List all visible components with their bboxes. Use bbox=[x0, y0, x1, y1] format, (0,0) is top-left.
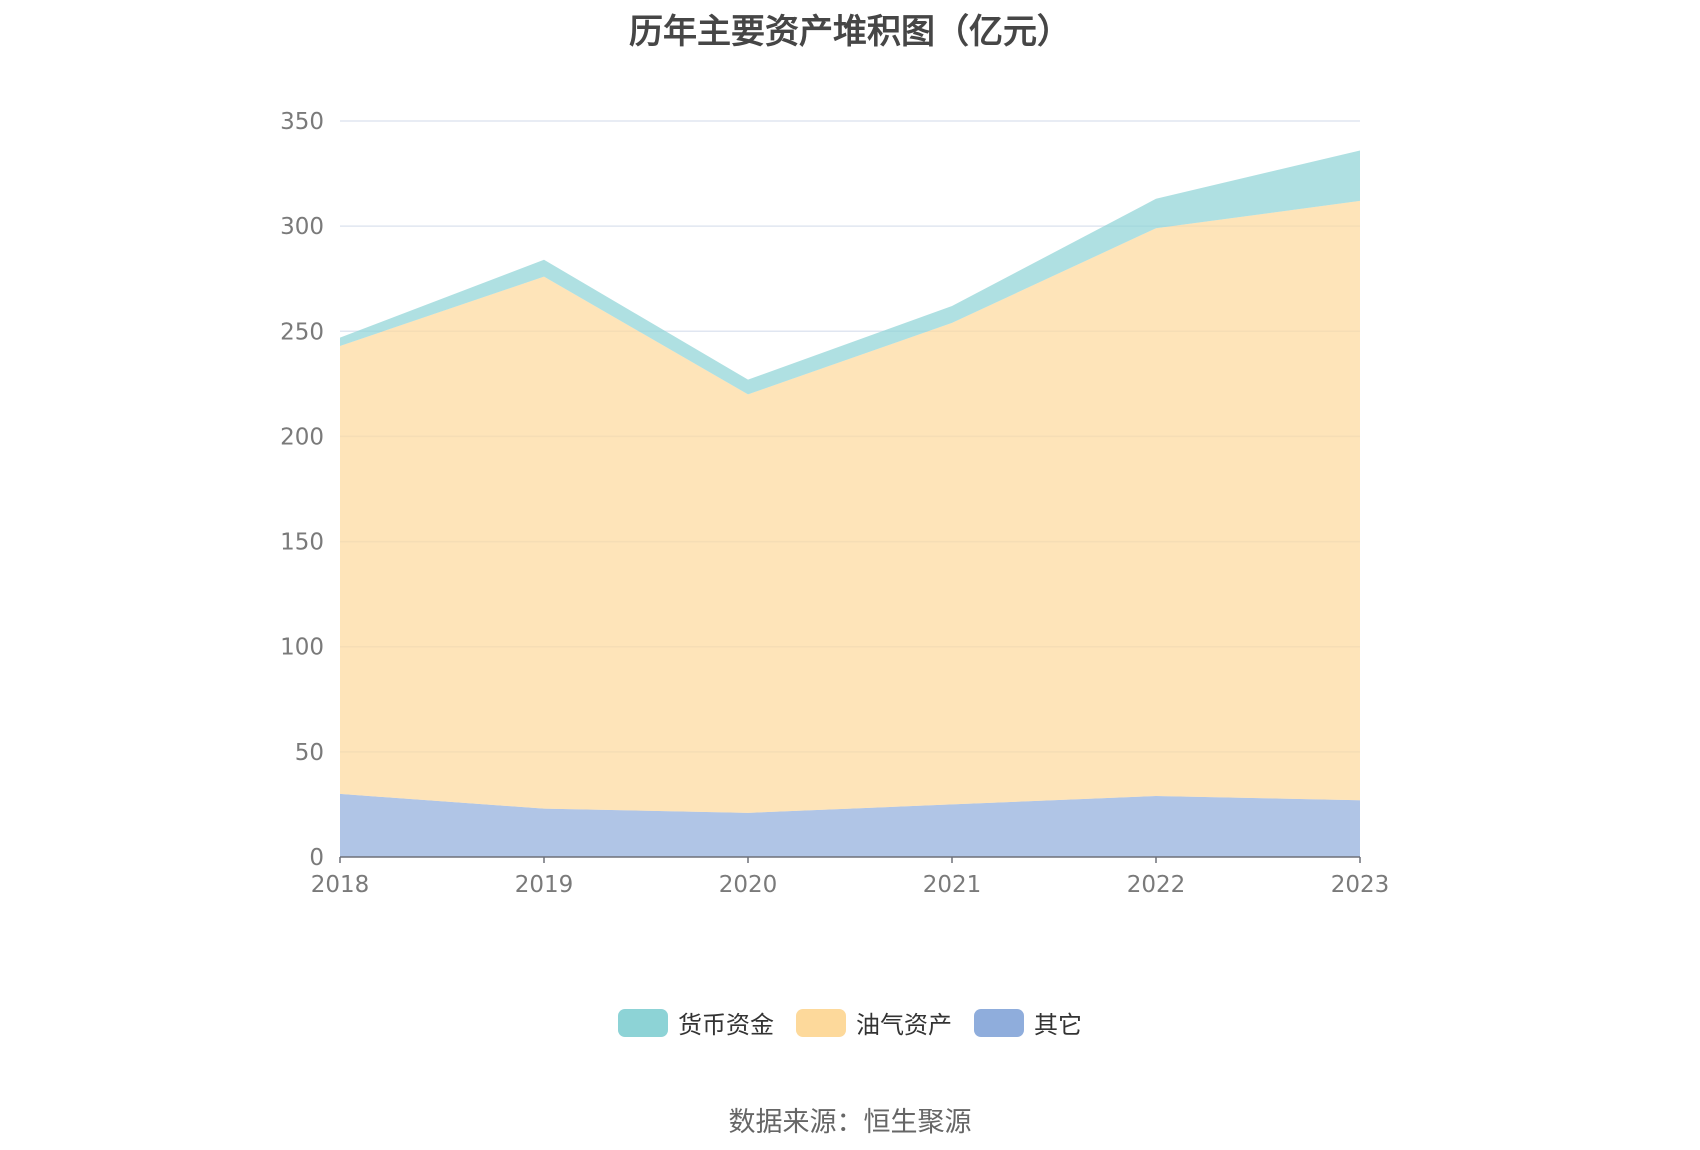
area-series-1 bbox=[340, 200, 1360, 813]
y-tick-label-200: 200 bbox=[280, 424, 324, 450]
axes: 0 50 100 150 200 250 300 350 2018 2019 2020 2021 202… bbox=[280, 109, 1389, 898]
x-tick-label-2023: 2023 bbox=[1331, 872, 1390, 898]
y-tick-label-150: 150 bbox=[280, 530, 324, 556]
y-tick-label-50: 50 bbox=[295, 740, 324, 766]
data-source: 数据来源：恒生聚源 bbox=[728, 1107, 972, 1138]
x-tick-label-2020: 2020 bbox=[719, 872, 778, 898]
x-tick-label-2021: 2021 bbox=[923, 872, 982, 898]
area-series-0 bbox=[340, 793, 1360, 857]
legend-label: 其它 bbox=[1034, 1011, 1082, 1039]
x-tick-label-2022: 2022 bbox=[1127, 872, 1186, 898]
y-tick-label-100: 100 bbox=[280, 635, 324, 661]
legend-item[interactable]: 货币资金 bbox=[618, 1005, 774, 1040]
legend: 货币资金 油气资产 其它 bbox=[0, 1005, 1700, 1040]
area-series-2 bbox=[340, 150, 1360, 395]
x-tick-label-2018: 2018 bbox=[311, 872, 370, 898]
chart-title: 历年主要资产堆积图（亿元） bbox=[629, 12, 1071, 52]
legend-swatch bbox=[974, 1008, 1024, 1037]
y-tick-label-0: 0 bbox=[309, 845, 324, 871]
legend-label: 油气资产 bbox=[856, 1011, 952, 1039]
y-tick-label-350: 350 bbox=[280, 109, 324, 135]
y-tick-label-300: 300 bbox=[280, 214, 324, 240]
y-tick-label-250: 250 bbox=[280, 319, 324, 345]
x-tick-label-2019: 2019 bbox=[515, 872, 574, 898]
legend-swatch bbox=[618, 1008, 668, 1037]
legend-swatch bbox=[796, 1008, 846, 1037]
legend-label: 货币资金 bbox=[678, 1011, 774, 1039]
legend-item[interactable]: 油气资产 bbox=[796, 1005, 952, 1040]
legend-item[interactable]: 其它 bbox=[974, 1005, 1082, 1040]
area-series bbox=[340, 150, 1360, 857]
